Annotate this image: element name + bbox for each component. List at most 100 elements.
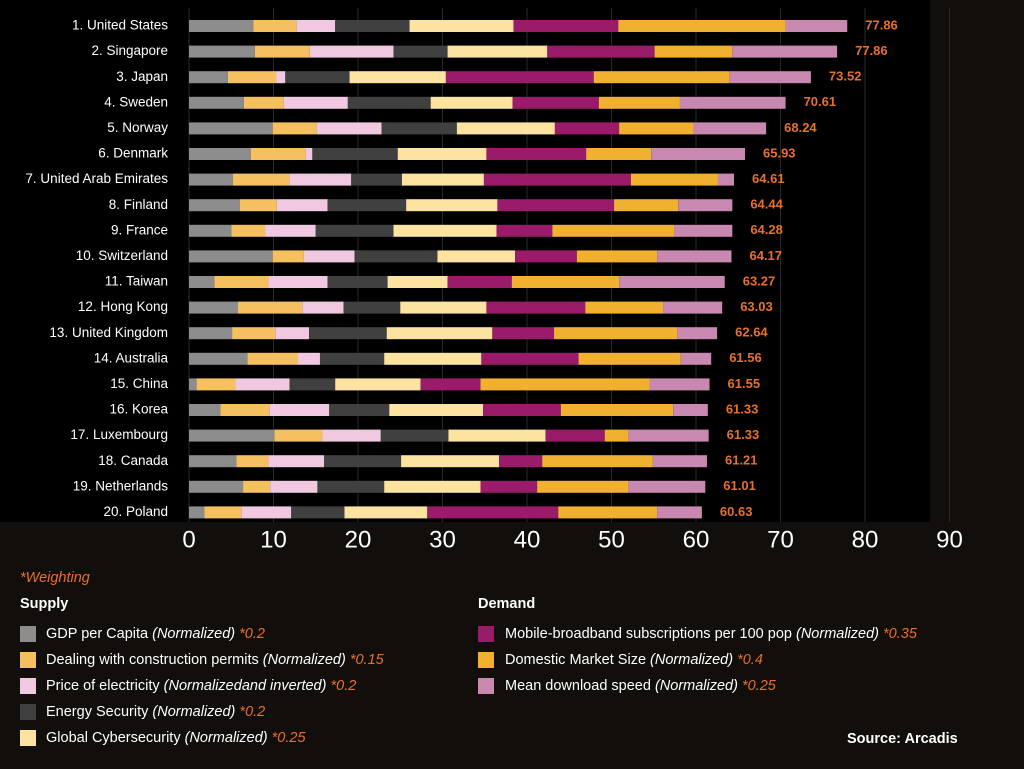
- bar-segment: [496, 224, 553, 237]
- bar-segment: [189, 352, 248, 365]
- bar-segment: [558, 506, 658, 519]
- bar-segment: [315, 224, 394, 237]
- bar-segment: [327, 199, 407, 212]
- total-label: 70.61: [804, 94, 837, 109]
- legend-swatch: [20, 678, 36, 694]
- legend-weight: *0.2: [239, 704, 265, 720]
- legend-weight: *0.15: [350, 652, 385, 668]
- bar-segment: [189, 45, 255, 58]
- bar-segment: [270, 480, 318, 493]
- legend-note: (Normalized): [152, 704, 235, 720]
- bar-segment: [513, 20, 619, 32]
- bar-segment: [305, 148, 313, 160]
- bar-segment: [604, 429, 629, 442]
- legend-note: (Normalized): [152, 626, 235, 642]
- bar-segment: [732, 45, 838, 58]
- x-tick-label: 30: [429, 526, 456, 553]
- category-label: 14. Australia: [94, 350, 169, 365]
- bar-segment: [542, 455, 653, 468]
- category-label: 11. Taiwan: [105, 274, 168, 289]
- bar-segment: [598, 96, 680, 109]
- category-label: 1. United States: [72, 18, 168, 33]
- bar-segment: [189, 404, 221, 416]
- weighting-label: *Weighting: [20, 570, 90, 586]
- bar-segment: [614, 199, 679, 212]
- legend-weight: *0.2: [330, 678, 356, 694]
- bar-segment: [400, 301, 487, 314]
- legend-note: (Normalized): [650, 652, 733, 668]
- bar-segment: [268, 455, 325, 468]
- total-label: 61.21: [725, 453, 758, 468]
- bar-segment: [189, 122, 273, 135]
- bar-segment: [554, 122, 620, 135]
- bar-segment: [447, 276, 512, 288]
- bar-segment: [250, 148, 306, 160]
- bar-segment: [189, 224, 232, 237]
- x-tick-label: 40: [514, 526, 541, 553]
- bar-segment: [437, 250, 516, 263]
- legend-label: Mobile-broadband subscriptions per 100 p…: [505, 626, 918, 642]
- bar-segment: [619, 122, 694, 135]
- category-label: 4. Sweden: [104, 94, 168, 109]
- bar-segment: [204, 506, 242, 519]
- bar-segment: [322, 429, 381, 442]
- legend-label: Dealing with construction permits (Norma…: [46, 652, 385, 668]
- legend-note: (Normalized): [185, 730, 268, 746]
- bar-segment: [729, 71, 811, 84]
- legend-name: Price of electricity: [46, 678, 160, 694]
- bar-segment: [483, 404, 561, 416]
- total-label: 73.52: [829, 69, 862, 84]
- x-tick-label: 50: [598, 526, 625, 553]
- bar-segment: [618, 20, 786, 32]
- bar-segment: [619, 276, 725, 288]
- legend-group-title: Demand: [478, 596, 535, 612]
- bar-segment: [309, 45, 394, 58]
- bar-segment: [189, 173, 233, 186]
- bar-segment: [243, 96, 284, 109]
- bar-segment: [409, 20, 514, 32]
- legend-swatch: [478, 652, 494, 668]
- category-label: 6. Denmark: [98, 146, 168, 161]
- bar-segment: [247, 352, 299, 365]
- legend-label: Global Cybersecurity (Normalized) *0.25: [46, 730, 306, 746]
- bar-segment: [231, 224, 266, 237]
- total-label: 61.55: [728, 376, 761, 391]
- legend-name: Domestic Market Size: [505, 652, 646, 668]
- category-label: 8. Finland: [109, 197, 168, 212]
- category-label: 3. Japan: [116, 69, 168, 84]
- category-label: 17. Luxembourg: [70, 427, 168, 442]
- bar-segment: [649, 378, 710, 391]
- bar-segment: [593, 71, 730, 84]
- bar-segment: [303, 250, 355, 263]
- bar-segment: [657, 506, 702, 519]
- bar-segment: [227, 71, 277, 84]
- legend-swatch: [478, 626, 494, 642]
- bar-segment: [253, 20, 297, 32]
- bar-segment: [492, 327, 555, 340]
- total-label: 62.64: [735, 325, 768, 340]
- x-tick-label: 10: [260, 526, 287, 553]
- bar-segment: [236, 455, 269, 468]
- legend-swatch: [20, 704, 36, 720]
- bar-segment: [351, 173, 402, 186]
- bar-segment: [189, 199, 240, 212]
- legend-note: (Normalized): [263, 652, 346, 668]
- bar-segment: [189, 20, 254, 32]
- legend-note: (Normalized): [655, 678, 738, 694]
- category-label: 10. Switzerland: [76, 248, 168, 263]
- bar-segment: [272, 250, 304, 263]
- total-label: 77.86: [865, 17, 898, 32]
- bar-segment: [276, 199, 328, 212]
- bar-segment: [189, 276, 215, 288]
- legend-swatch: [478, 678, 494, 694]
- legend-label: Mean download speed (Normalized) *0.25: [505, 678, 777, 694]
- x-tick-label: 20: [345, 526, 372, 553]
- legend-note: (Normalized): [796, 626, 879, 642]
- category-label: 19. Netherlands: [73, 478, 169, 493]
- bar-segment: [343, 301, 401, 314]
- x-tick-label: 60: [683, 526, 710, 553]
- legend-weight: *0.25: [742, 678, 777, 694]
- bar-segment: [291, 506, 345, 519]
- bar-segment: [283, 96, 348, 109]
- bar-segment: [214, 276, 269, 288]
